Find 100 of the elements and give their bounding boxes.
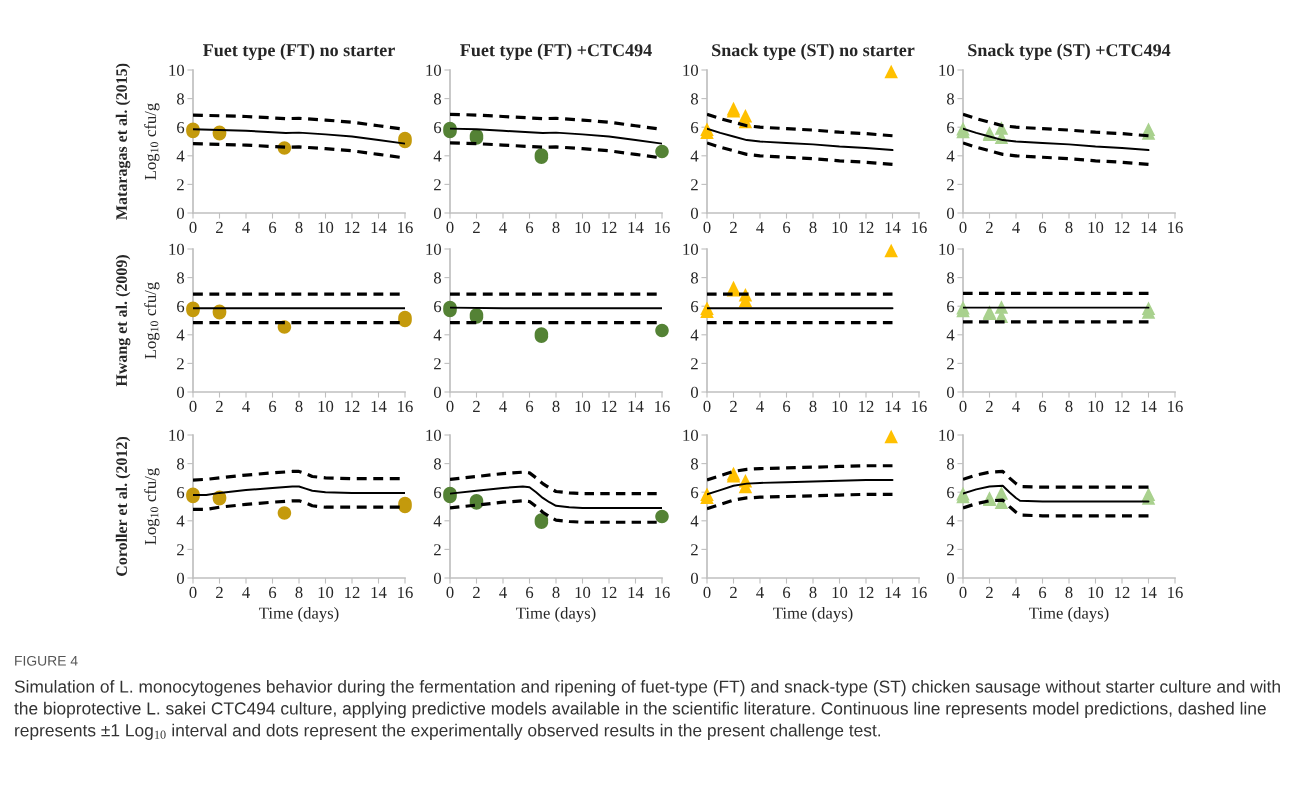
y-tick-label: 4 [433,150,442,162]
y-tick-label: 6 [177,486,185,499]
x-tick-label: 8 [552,221,560,234]
y-tick-label: 8 [176,93,185,105]
x-tick-label: 10 [575,586,591,599]
x-tick-label: 6 [783,221,791,234]
x-tick-label: 4 [756,221,764,233]
x-tick-label: 12 [859,586,874,598]
y-tick-label: 6 [947,300,955,313]
y-tick-label: 2 [434,544,441,556]
y-tick-label: 0 [176,386,185,398]
y-tick-label: 8 [176,272,185,284]
y-tick-label: 8 [946,93,955,105]
x-tick-label: 10 [832,221,848,234]
y-tick-label: 8 [946,458,955,470]
y-tick-label: 2 [177,544,184,556]
y-tick-label: 6 [691,300,699,313]
x-tick-label: 16 [398,586,413,599]
chart-title: Snack type (ST) +CTC494 [968,43,1171,61]
x-tick-label: 14 [628,400,644,412]
x-tick-label: 10 [575,221,591,234]
y-tick-label: 2 [947,544,954,556]
x-tick-label: 8 [1065,586,1073,599]
x-tick-label: 8 [552,400,560,413]
x-tick-label: 16 [1168,586,1183,599]
x-tick-label: 14 [885,221,901,233]
x-tick-label: 4 [242,400,250,412]
x-tick-label: 16 [912,586,927,599]
y-tick-label: 0 [176,572,185,584]
y-tick-label: 4 [176,515,185,527]
x-tick-label: 14 [885,586,901,598]
y-tick-label: 0 [690,572,699,584]
y-tick-label: 6 [434,300,442,313]
x-tick-label: 4 [499,586,507,598]
y-tick-label: 2 [177,179,184,191]
x-tick-label: 4 [756,400,764,412]
x-tick-label: 10 [832,586,848,599]
x-tick-label: 6 [783,586,791,599]
text: Simulation of L. monocytogenes behavior during the fermentation and ripening of fuet-type (FT) and snack-type (ST) chicken sausage without starter culture and with the bioprotective L. sakei CTC494 culture, applying predictive models available in the scientific literature. Continuous line represents model predictions, dashed line represents ±1 Log$_{10}$ interval and dots represent the experimentally observed results in the present challenge test. [14,680,1280,740]
y-tick-label: 0 [946,207,955,219]
x-axis-title: Time (days) [259,607,339,623]
x-axis-title: Time (days) [773,607,853,623]
y-tick-label: 0 [946,572,955,584]
x-tick-label: 4 [1012,586,1020,598]
y-tick-label: 8 [690,458,699,470]
x-tick-label: 10 [1088,586,1104,599]
y-tick-label: 6 [691,486,699,499]
x-tick-label: 12 [859,221,874,233]
x-tick-label: 2 [216,221,223,233]
x-tick-label: 12 [602,586,617,598]
x-tick-label: 6 [1039,586,1047,599]
y-tick-label: 10 [169,429,185,441]
x-tick-label: 16 [1168,221,1183,234]
chart-title: Fuet type (FT) +CTC494 [460,43,652,61]
x-tick-label: 8 [295,221,303,234]
x-tick-label: 10 [832,400,848,413]
x-tick-label: 16 [398,221,413,234]
x-tick-label: 4 [1012,221,1020,233]
y-tick-label: 2 [947,179,954,191]
x-tick-label: 4 [1012,400,1020,412]
x-tick-label: 10 [1088,221,1104,234]
y-tick-label: 8 [176,458,185,470]
x-tick-label: 10 [318,586,334,599]
y-axis-title: Log$_{10}$ cfu/g [144,103,160,180]
x-tick-label: 12 [859,400,874,412]
x-tick-label: 2 [216,586,223,598]
x-axis-title: Time (days) [516,607,596,623]
x-axis-title: Time (days) [1029,607,1109,623]
chart-title: Snack type (ST) no starter [712,43,915,61]
x-tick-label: 8 [552,586,560,599]
x-tick-label: 14 [1141,221,1157,233]
x-tick-label: 14 [628,221,644,233]
y-tick-label: 2 [691,544,698,556]
x-tick-label: 0 [959,221,967,234]
y-tick-label: 0 [433,207,442,219]
x-tick-label: 6 [1039,221,1047,234]
x-tick-label: 2 [216,400,223,412]
x-tick-label: 12 [1115,221,1130,233]
x-tick-label: 2 [986,400,993,412]
x-tick-label: 6 [526,586,534,599]
x-tick-label: 12 [1115,586,1130,598]
x-tick-label: 10 [575,400,591,413]
y-tick-label: 6 [177,121,185,134]
x-tick-label: 0 [189,586,197,599]
y-tick-label: 4 [690,329,699,341]
y-tick-label: 8 [433,93,442,105]
x-tick-label: 2 [730,400,737,412]
x-tick-label: 14 [1141,586,1157,598]
y-tick-label: 8 [433,272,442,284]
caption: FIGURE 4 [15,655,78,666]
y-tick-label: 10 [939,243,955,255]
x-tick-label: 0 [703,400,711,413]
y-tick-label: 10 [939,64,955,76]
x-tick-label: 14 [371,221,387,233]
x-tick-label: 12 [1115,400,1130,412]
x-tick-label: 14 [885,400,901,412]
y-tick-label: 4 [946,515,955,527]
y-tick-label: 10 [939,429,955,441]
x-tick-label: 14 [371,586,387,598]
y-tick-label: 2 [691,358,698,370]
